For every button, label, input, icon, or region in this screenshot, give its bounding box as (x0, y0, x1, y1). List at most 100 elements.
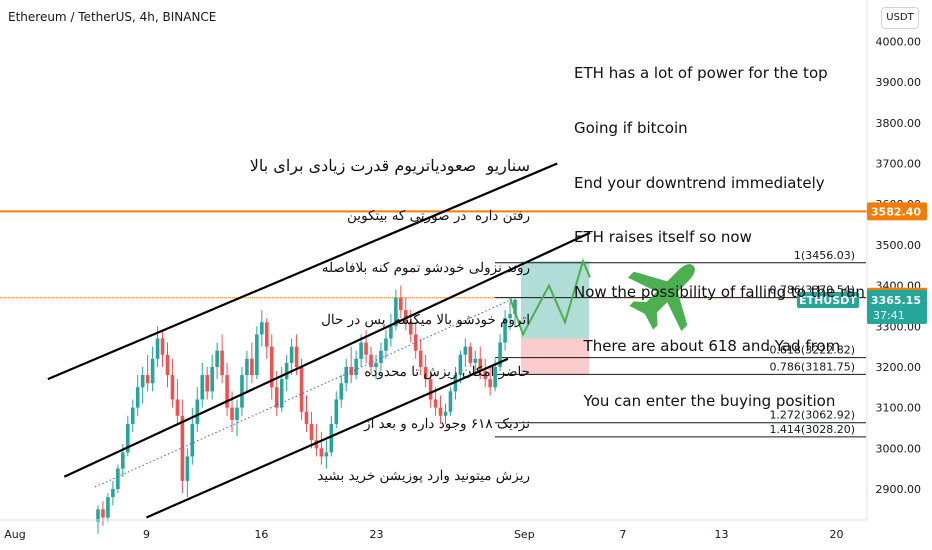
candle-body (458, 354, 463, 376)
candle-body (225, 375, 229, 408)
channel-upper-line (47, 162, 558, 381)
candle-body (289, 346, 294, 363)
symbol-title: Ethereum / TetherUS, 4h, BINANCE (8, 10, 217, 24)
price-tick-label: 3100.00 (876, 402, 922, 415)
annotation-line: ETH raises itself so now (574, 228, 752, 247)
candle-body (205, 375, 210, 392)
price-tick-label: 3000.00 (876, 442, 922, 455)
annotation-line: ETH has a lot of power for the top (574, 64, 828, 83)
candle-body (215, 350, 219, 367)
symbol-tag: ETHUSDT (799, 294, 857, 307)
candle-body (250, 358, 254, 376)
candle-body (503, 318, 507, 343)
candle-body (438, 407, 443, 416)
candle-body (488, 379, 492, 388)
candle-body (116, 468, 120, 489)
candle-body (155, 338, 160, 359)
candle-body (264, 322, 269, 347)
candle-body (483, 371, 488, 380)
candle-body (279, 379, 284, 408)
candle-body (359, 342, 363, 359)
candle-body (121, 452, 125, 469)
candle-body (304, 411, 309, 424)
candle-body (96, 509, 100, 522)
projection-path[interactable] (509, 258, 591, 337)
annotation-line: There are about 618 and Yad from (574, 337, 841, 356)
candle-body (364, 342, 368, 355)
time-tick-label: 20 (830, 528, 844, 541)
price-tick-label: 3800.00 (876, 117, 922, 130)
candle-body (284, 362, 289, 380)
midline (94, 297, 516, 488)
candle-body (344, 366, 349, 384)
time-tick-label: 16 (254, 528, 268, 541)
candle-body (399, 297, 403, 310)
fib-level-label: 1.414(3028.20) (769, 423, 855, 436)
projection-line (509, 258, 591, 337)
time-tick-label: 9 (143, 528, 150, 541)
candle-body (180, 415, 185, 481)
annotation-line: حاضر امکان ریزش تا محدوده (364, 364, 530, 381)
candle-body (125, 423, 130, 453)
candle-body (245, 358, 249, 376)
candle-body (369, 354, 373, 367)
candle-body (145, 375, 150, 384)
last-price-tag: 3365.15 (871, 294, 921, 307)
candle-body (255, 334, 259, 376)
candle-body (101, 509, 105, 518)
time-axis[interactable]: Aug 9 16 23 Sep 7 13 20 (0, 519, 867, 541)
annotation-line: Going if bitcoin (574, 119, 688, 138)
candle-body (240, 375, 244, 408)
symbol-tag-bg (797, 292, 859, 308)
candle-body (448, 391, 453, 412)
candle-body (423, 366, 428, 380)
candle-body (379, 350, 383, 363)
annotation-line: ریزش میتونید وارد پوزیشن خرید بشید (317, 467, 530, 484)
candle-body (473, 358, 478, 363)
candle-body (513, 299, 517, 315)
candle-body (384, 338, 388, 351)
currency-button[interactable]: USDT (881, 7, 919, 29)
annotation-line: رفتن داره در صورتی که بیتکوین (347, 208, 530, 225)
price-axis[interactable]: 2900.003000.003100.003200.003300.003400.… (866, 0, 922, 520)
time-tick-label: 23 (369, 528, 383, 541)
price-tick-label: 3700.00 (876, 158, 922, 171)
candle-body (299, 366, 304, 412)
candle-body (269, 346, 274, 388)
candle-body (468, 346, 473, 363)
last-price-tag-bg (867, 290, 927, 324)
fib-level-label: 0.786(3181.75) (769, 360, 855, 373)
candle-body (433, 399, 438, 408)
candle-body (111, 489, 115, 498)
trend-channel[interactable] (47, 162, 591, 519)
channel-lower-line (145, 357, 509, 519)
candle-body (140, 375, 145, 388)
candle-body (418, 350, 423, 367)
candle-body (443, 411, 448, 416)
candle-body (106, 497, 110, 518)
candle-body (403, 310, 408, 323)
candle-body (135, 387, 140, 408)
candle-body (170, 375, 175, 400)
price-tick-label: 2900.00 (876, 483, 922, 496)
candle-body (389, 326, 393, 339)
fib-level-label: 1(3456.03) (794, 249, 855, 262)
annotation-line: Now the possibility of falling to the ra… (574, 282, 865, 301)
candle-body (478, 358, 483, 372)
time-tick-label: 13 (714, 528, 728, 541)
candle-body (428, 379, 433, 400)
stop-loss-zone (521, 338, 589, 376)
candles (96, 285, 517, 534)
candle-body (175, 399, 180, 416)
candle-body (508, 314, 512, 319)
airplane-icon (627, 264, 695, 332)
candle-body (319, 448, 324, 457)
candle-body (374, 362, 378, 367)
time-tick-label: Sep (514, 528, 535, 541)
candle-body (130, 407, 135, 424)
candle-body (185, 456, 190, 481)
annotation-line: سناریو صعودیاتریوم قدرت زیادی برای بالا (249, 155, 530, 175)
annotation-line: روند نزولی خودشو تموم کنه بلافاصله (321, 260, 530, 277)
time-tick-label: Aug (4, 528, 25, 541)
